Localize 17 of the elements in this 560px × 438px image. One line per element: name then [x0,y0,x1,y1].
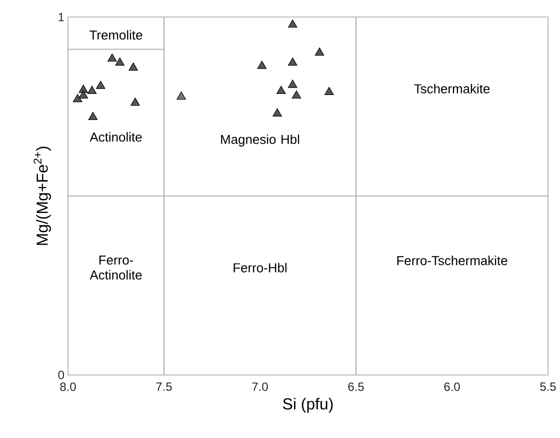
x-tick-label: 7.5 [156,382,172,391]
annotation: Magnesio Hbl [221,134,300,147]
annotation: Ferro-Hbl [234,262,286,272]
x-tick-label: 6.5 [348,382,364,391]
x-tick-label: 8.0 [60,382,76,391]
x-tick-label: 6.0 [444,382,460,391]
y-tick-label: 1 [58,12,64,22]
annotation: Ferro-Tschermakite [397,256,508,266]
x-axis-title: Si (pfu) [283,398,333,413]
y-tick-label: 0 [58,370,64,380]
x-tick-label: 7.0 [252,382,268,391]
annotation: Ferro-Actinolite [90,256,142,280]
y-axis-title: Mg/(Mg+Fe$^{2+}$) [34,146,51,245]
annotation: Tremolite [90,30,142,40]
annotation: Actinolite [90,132,142,142]
x-tick-label: 5.5 [540,382,556,391]
annotation: Tschermakite [414,84,490,94]
